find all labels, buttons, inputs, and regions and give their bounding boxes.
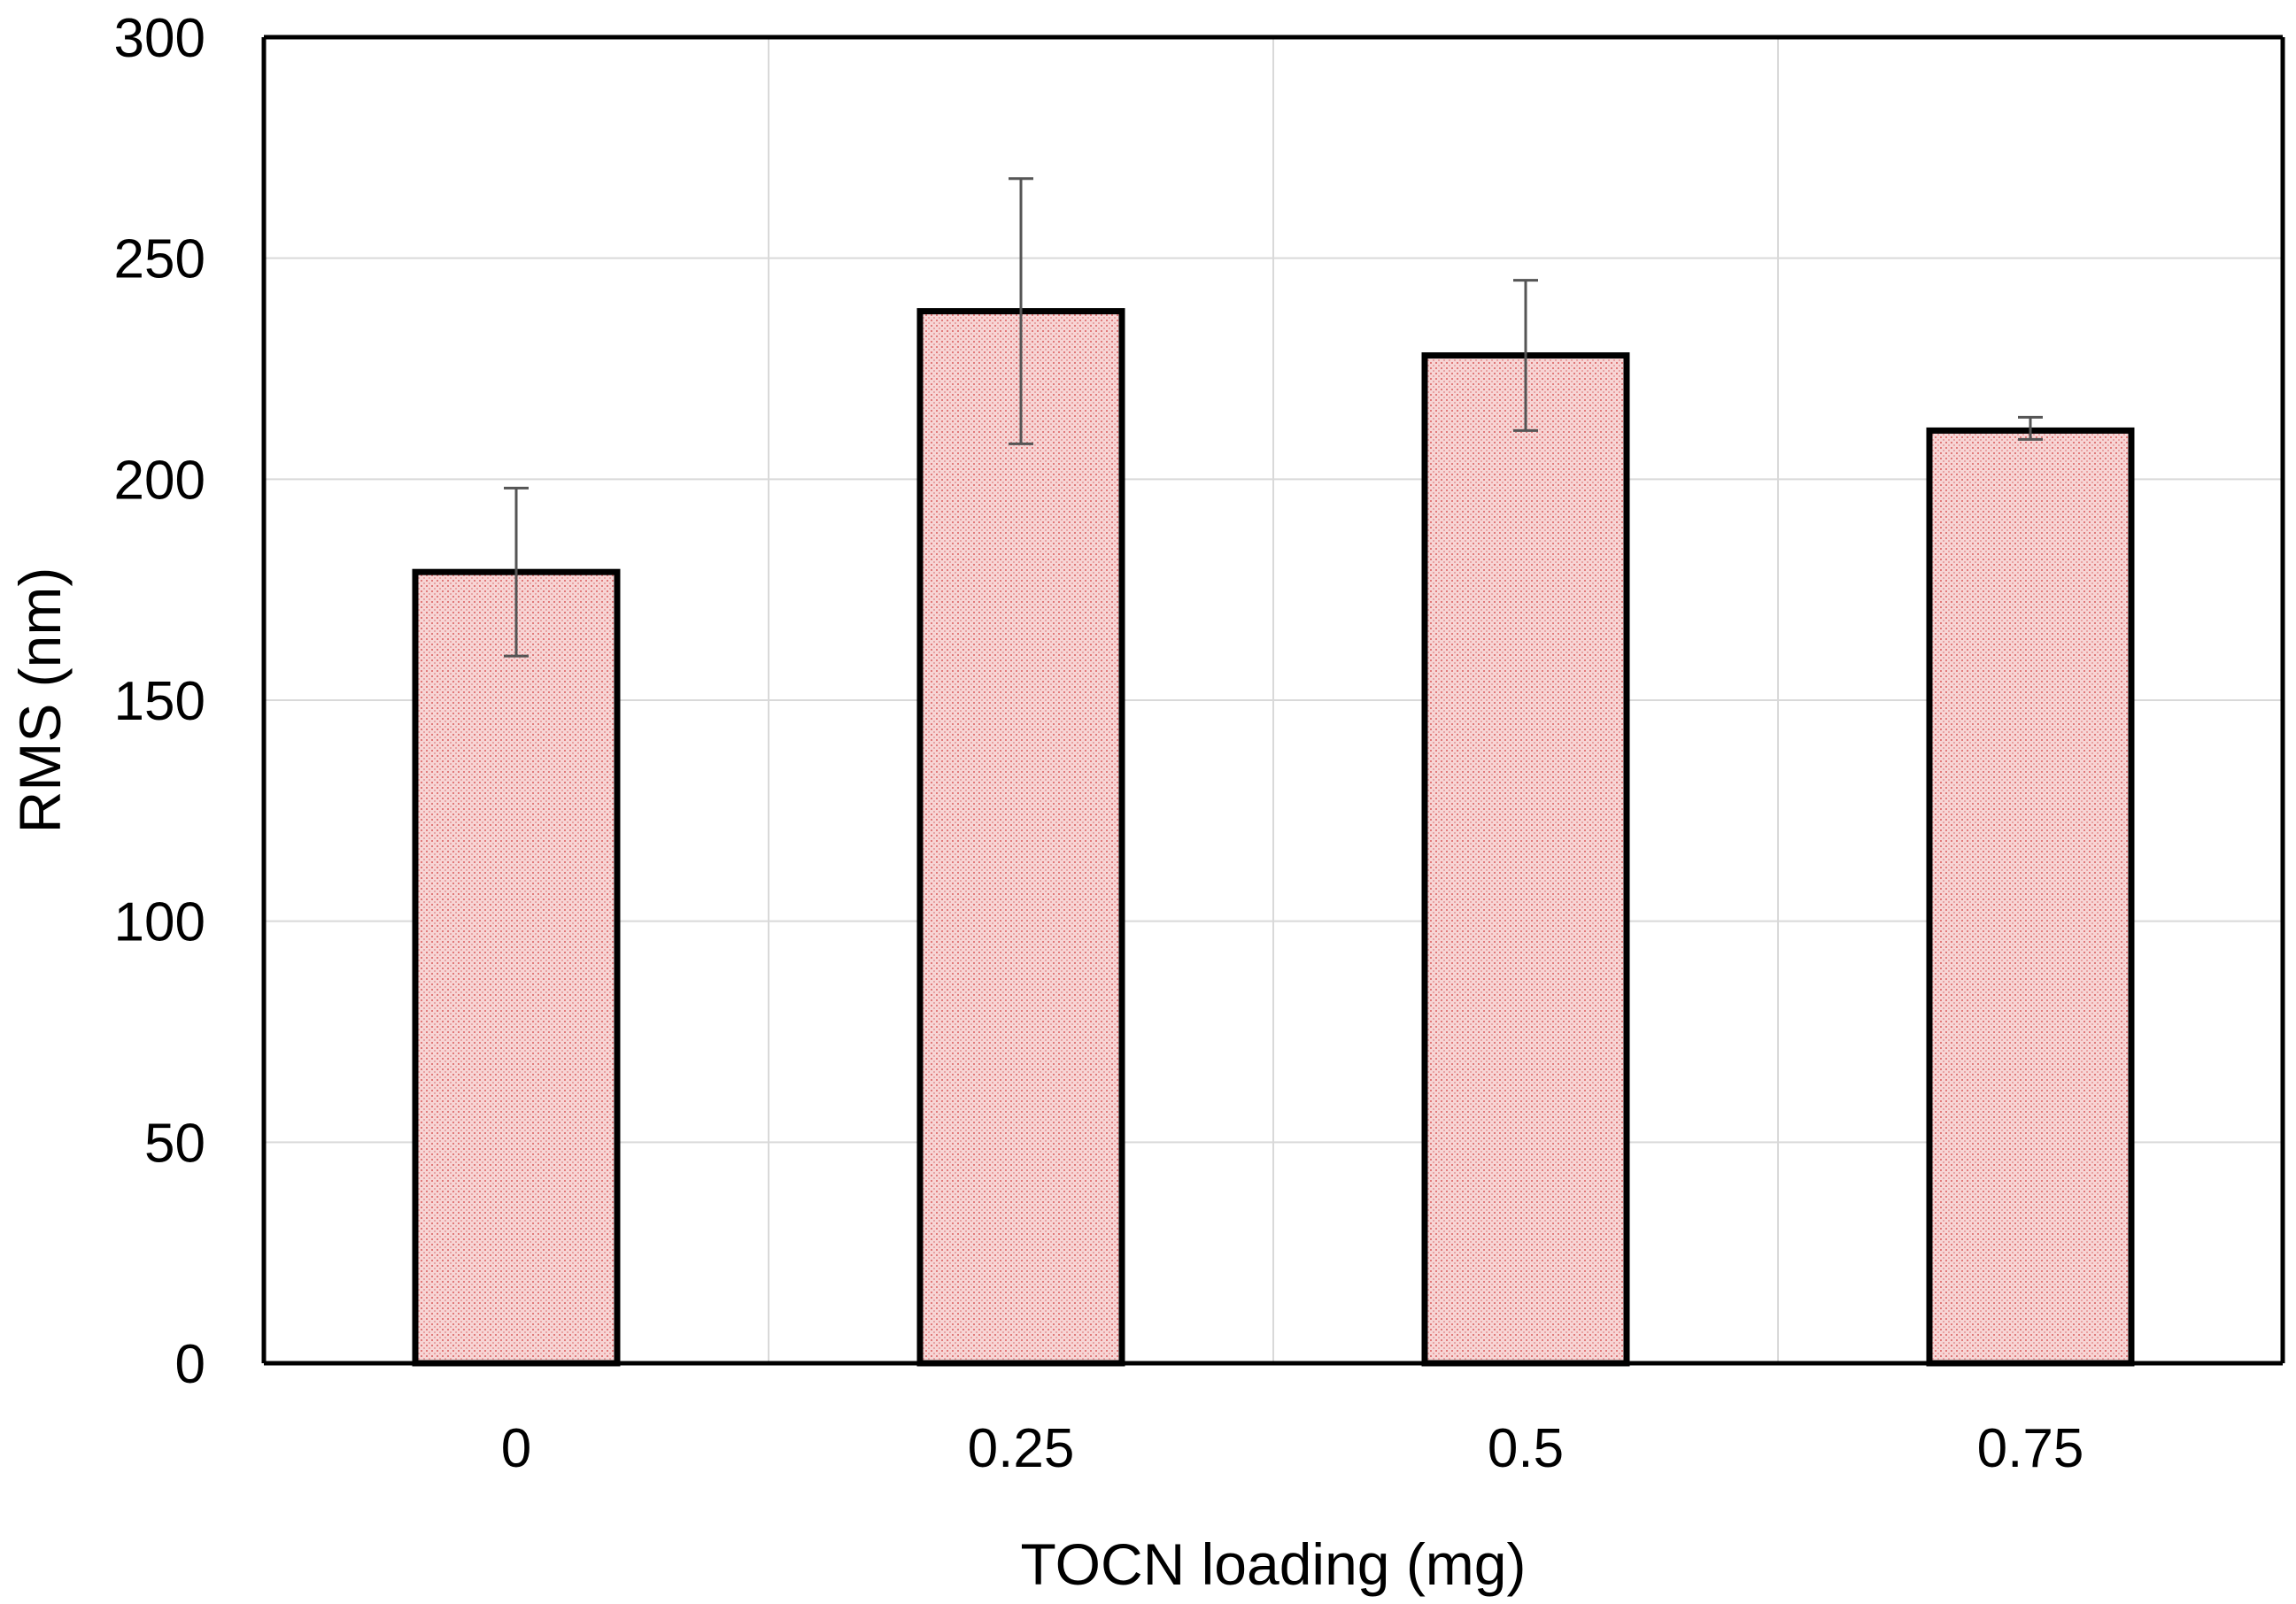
error-bar-0: [504, 486, 529, 658]
y-tick-label: 250: [114, 229, 205, 290]
x-tick-label: 0.75: [1977, 1418, 2084, 1479]
y-tick-label: 150: [114, 671, 205, 732]
y-tick-label: 0: [175, 1334, 205, 1395]
x-tick-label: 0.25: [968, 1418, 1075, 1479]
bar-0-5: [1421, 352, 1630, 1367]
y-tick-label: 300: [114, 8, 205, 69]
bar-0-25: [916, 308, 1125, 1367]
error-bar-0-5: [1513, 279, 1538, 432]
y-tick-label: 50: [144, 1113, 205, 1174]
error-bars: [504, 177, 2043, 658]
bar-0: [412, 568, 621, 1367]
plot-frame: [261, 35, 2285, 1366]
x-axis-title: TOCN loading (mg): [1021, 1531, 1527, 1597]
x-tick-labels: 0 0.25 0.5 0.75: [501, 1418, 2084, 1479]
bars: [412, 308, 2135, 1367]
error-bar-0-75: [2018, 415, 2043, 441]
y-tick-label: 100: [114, 892, 205, 953]
error-bar-0-25: [1009, 177, 1033, 445]
bar-0-75: [1926, 427, 2135, 1367]
y-tick-label: 200: [114, 450, 205, 511]
y-tick-labels: 0 50 100 150 200 250 300: [114, 8, 205, 1395]
x-tick-label: 0: [501, 1418, 531, 1479]
y-axis-title: RMS (nm): [7, 567, 73, 834]
x-tick-label: 0.5: [1488, 1418, 1564, 1479]
